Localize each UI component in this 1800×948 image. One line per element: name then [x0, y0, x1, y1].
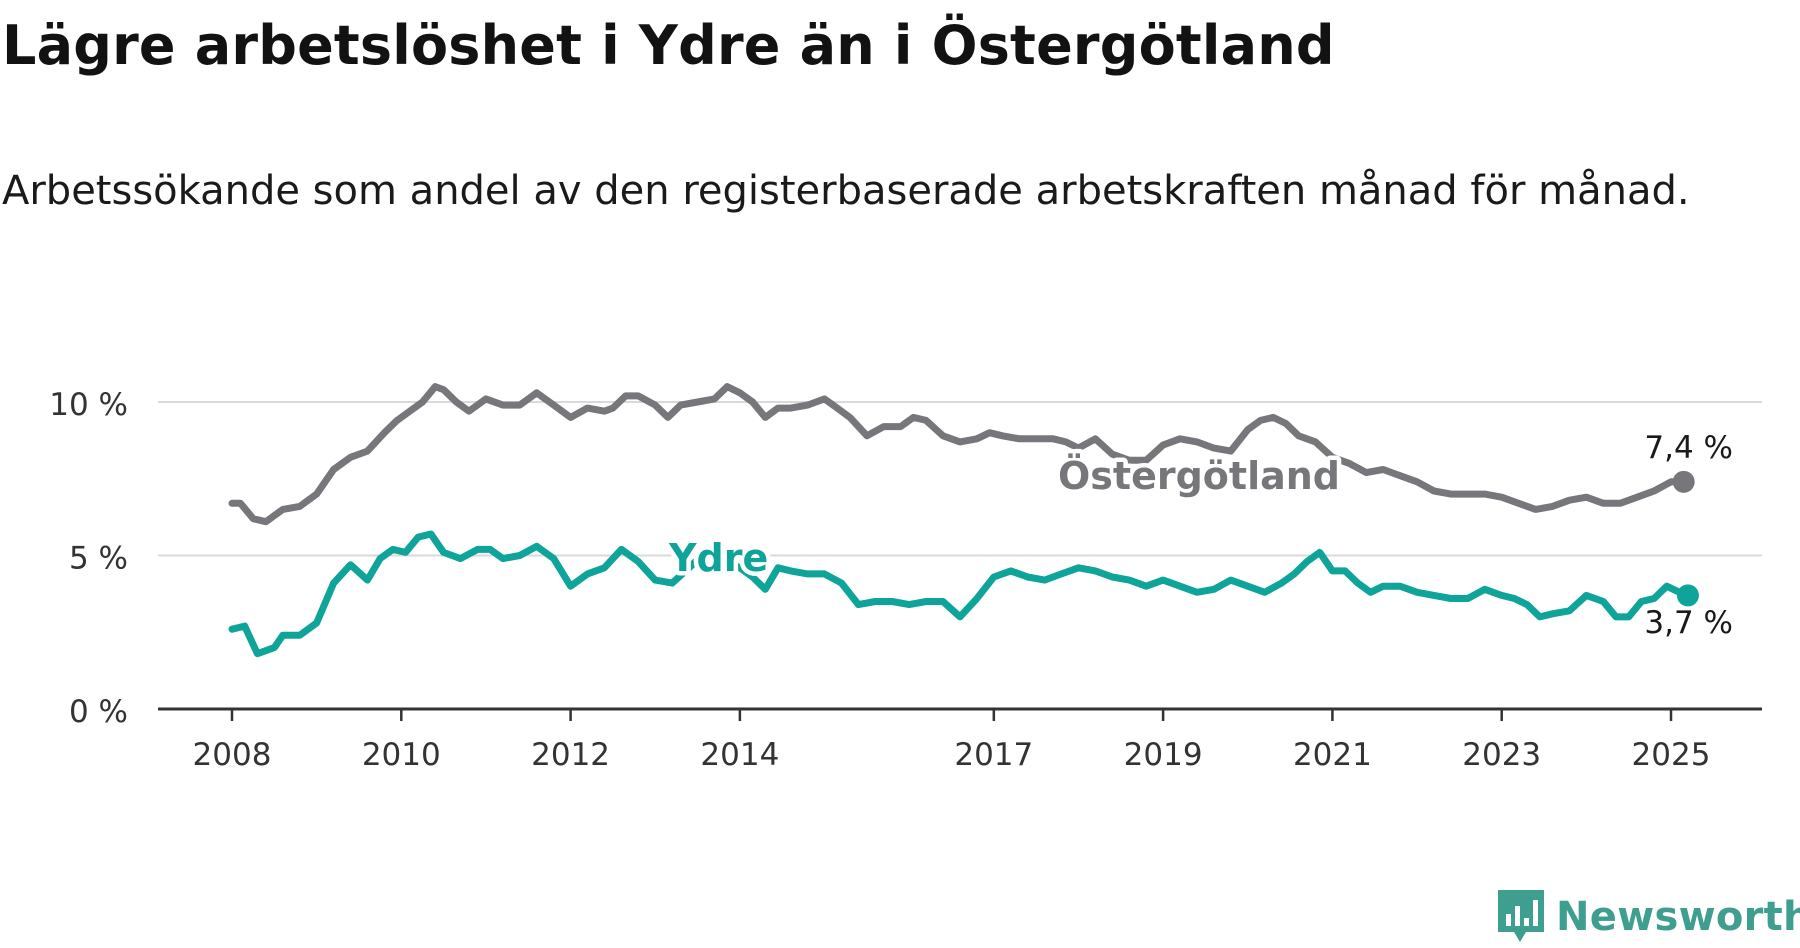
series-end-label-ydre: 3,7 %	[1644, 605, 1733, 641]
x-tick-label: 2025	[1632, 737, 1711, 773]
brand-logo: Newsworthy	[1496, 888, 1800, 946]
x-tick-label: 2008	[193, 737, 272, 773]
series-name-label-ydre: Ydre	[668, 536, 768, 580]
gridlines	[158, 401, 1762, 557]
chart-subtitle: Arbetssökande som andel av den registerb…	[2, 168, 1690, 214]
y-tick-label: 10 %	[49, 387, 128, 423]
axes: 0 % 5 % 10 % 2008 2010 2012 2014 2017 2019 2021 20…	[49, 387, 1762, 773]
x-tick-label: 2021	[1293, 737, 1372, 773]
y-tick-label: 0 %	[69, 694, 128, 730]
series-end-label--sterg-tland: 7,4 %	[1644, 430, 1733, 466]
series-end-point-ydre	[1676, 584, 1699, 607]
page-title: Lägre arbetslöshet i Ydre än i Östergötl…	[2, 14, 1335, 77]
x-tick-label: 2023	[1462, 737, 1541, 773]
series-name-label--sterg-tland: Östergötland	[1058, 454, 1340, 498]
series-line--sterg-tland	[228, 383, 1688, 526]
x-tick-label: 2012	[531, 737, 610, 773]
series-labels: Östergötland 7,4 % Ydre 3,7 %	[664, 427, 1737, 645]
x-tick-label: 2014	[700, 737, 779, 773]
x-tick-label: 2017	[954, 737, 1033, 773]
x-tick-label: 2010	[362, 737, 441, 773]
series-lines	[228, 383, 1699, 658]
brand-name: Newsworthy	[1556, 894, 1800, 940]
series-end-point--sterg-tland	[1672, 470, 1695, 493]
newsworthy-logo-icon	[1498, 890, 1544, 942]
series-line-ydre	[228, 530, 1692, 658]
y-tick-label: 5 %	[69, 541, 128, 577]
x-tick-label: 2019	[1124, 737, 1203, 773]
